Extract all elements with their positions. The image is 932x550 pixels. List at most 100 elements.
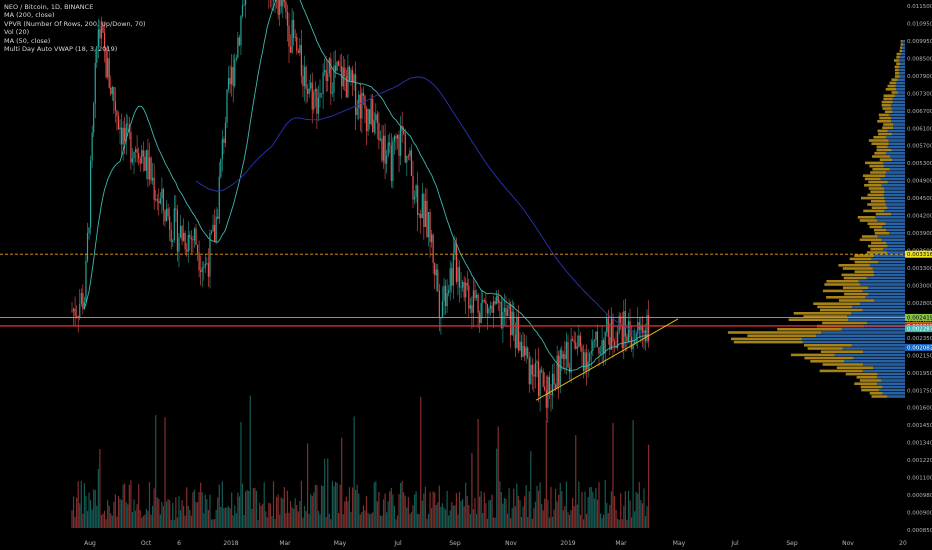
volume-bar	[223, 508, 225, 528]
candle-body	[124, 127, 126, 142]
candle-body	[485, 300, 487, 304]
candle-body	[417, 185, 419, 215]
legend-ma50[interactable]: MA (50, close)	[4, 36, 51, 45]
volume-bar	[610, 491, 612, 528]
volume-bar	[220, 506, 222, 528]
candle-body	[165, 208, 168, 222]
vpvr-row-up	[878, 260, 905, 264]
price-axis-label: 0.002350	[907, 336, 932, 342]
volume-bar	[105, 519, 107, 528]
candle-body	[308, 88, 310, 94]
volume-bar	[110, 513, 112, 528]
vpvr-row-up	[899, 65, 905, 69]
price-marker-box	[905, 325, 932, 333]
vpvr-row-up	[891, 107, 905, 110]
candle-body	[534, 362, 537, 377]
candle-body	[412, 175, 414, 200]
vpvr-row-down	[857, 216, 876, 219]
vpvr-row-up	[902, 49, 905, 53]
volume-bar	[338, 513, 340, 528]
legend-vol[interactable]: Vol (20)	[4, 28, 30, 37]
candle-body	[581, 346, 583, 353]
time-axis-label: 6	[177, 540, 181, 547]
vpvr-row-down	[788, 318, 849, 321]
candle-body	[193, 228, 196, 241]
volume-bar	[196, 502, 199, 528]
volume-bar	[77, 481, 79, 528]
candle-body	[190, 237, 192, 240]
candle-body	[387, 142, 389, 156]
volume-bar	[158, 498, 160, 528]
candle-body	[317, 97, 320, 114]
candle-body	[550, 393, 552, 396]
volume-bar	[358, 493, 360, 528]
candle-body	[508, 304, 510, 310]
candle-body	[623, 311, 625, 348]
candle-body	[237, 37, 239, 58]
candle-body	[145, 150, 147, 171]
volume-bar	[618, 519, 620, 528]
volume-bars	[71, 395, 650, 528]
volume-bar	[471, 452, 473, 528]
candle-body	[305, 66, 307, 89]
volume-bar	[206, 499, 208, 528]
vpvr-row-down	[838, 264, 870, 267]
volume-bar	[596, 499, 599, 528]
time-axis-label: Aug	[84, 540, 96, 547]
legend-ma200[interactable]: MA (200, close)	[4, 11, 55, 20]
candle-body	[204, 263, 206, 268]
vpvr-row-up	[865, 296, 905, 299]
volume-bar	[435, 505, 437, 528]
vpvr-row-down	[793, 312, 851, 315]
volume-bar	[108, 505, 110, 528]
vpvr-row-up	[862, 289, 905, 293]
volume-bar	[257, 519, 259, 528]
volume-bar	[147, 510, 149, 528]
vpvr-row-up	[801, 337, 905, 341]
vpvr-row-down	[866, 251, 888, 254]
candle-body	[224, 122, 227, 143]
vpvr-row-up	[898, 59, 905, 62]
volume-bar	[93, 489, 95, 528]
legend-vwap[interactable]: Multi Day Auto VWAP (18, 3, 2019)	[4, 45, 118, 54]
candle-body	[624, 311, 626, 337]
volume-bar	[446, 490, 448, 528]
volume-bar	[559, 482, 561, 528]
vpvr-row-down	[861, 235, 878, 238]
volume-bar	[493, 517, 495, 528]
candle-body	[155, 199, 157, 200]
vpvr-row-down	[790, 353, 835, 357]
volume-bar	[365, 496, 368, 528]
volume-bar	[190, 515, 192, 528]
volume-bar	[637, 493, 639, 528]
candle-body	[449, 268, 451, 291]
price-axis-label: 0.009950	[907, 39, 932, 45]
candle-body	[570, 339, 572, 373]
volume-bar	[144, 514, 146, 528]
volume-bar	[522, 506, 524, 528]
volume-bar	[475, 514, 478, 528]
volume-bar	[207, 510, 209, 528]
candle-body	[503, 307, 506, 313]
volume-bar	[342, 514, 344, 528]
volume-bar	[201, 492, 203, 528]
vpvr-row-down	[819, 308, 863, 312]
volume-bar	[392, 494, 394, 528]
legend-vpvr[interactable]: VPVR (Number Of Rows, 200, Up/Down, 70)	[4, 19, 146, 28]
volume-bar	[539, 482, 541, 528]
volume-bar	[598, 482, 600, 528]
vpvr-row-down	[730, 337, 802, 341]
candle-body	[241, 5, 244, 17]
volume-bar	[226, 507, 228, 528]
candle-body	[497, 295, 499, 303]
candle-body	[218, 176, 220, 219]
volume-bar	[480, 491, 482, 528]
vpvr-row-up	[900, 62, 905, 65]
volume-bar	[94, 490, 96, 528]
vpvr-row-up	[883, 248, 905, 251]
volume-bar	[417, 513, 419, 528]
volume-bar	[83, 482, 85, 528]
volume-bar	[336, 482, 338, 528]
volume-bar	[285, 513, 287, 528]
